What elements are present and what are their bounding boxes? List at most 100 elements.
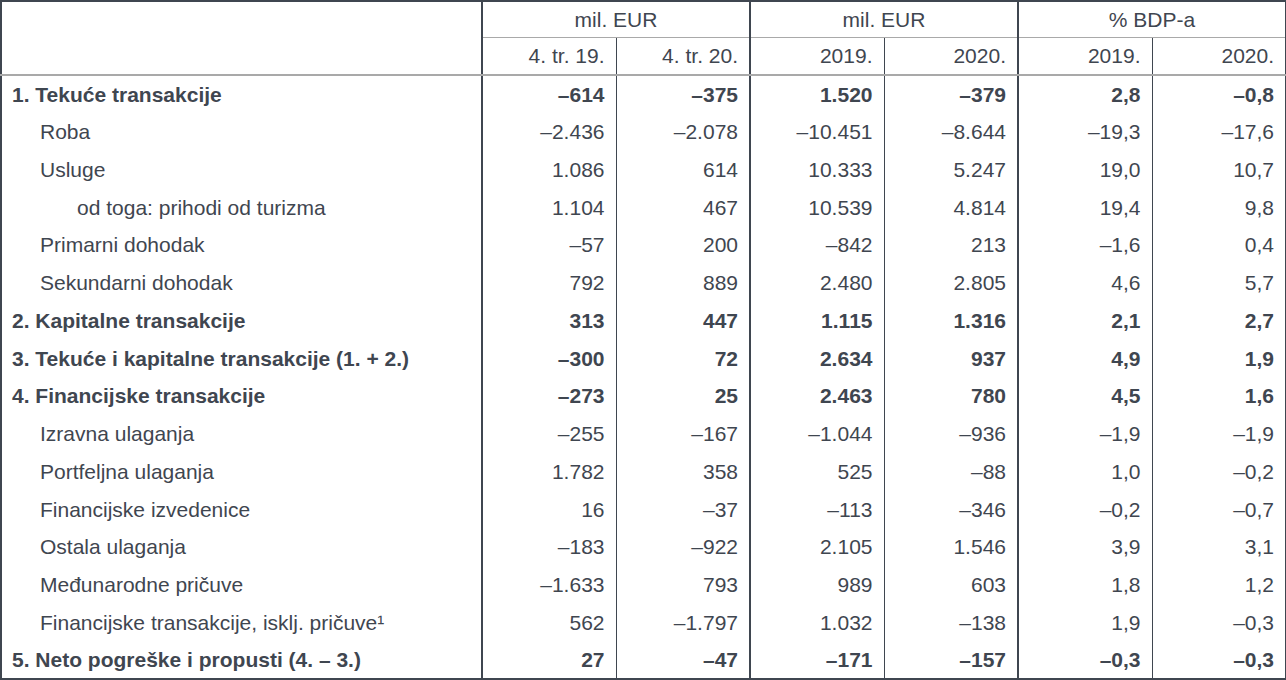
table-row: Ostala ulaganja–183–9222.1051.5463,93,1 — [1, 528, 1286, 566]
value-cell: 1.546 — [884, 528, 1018, 566]
value-cell: –300 — [482, 339, 616, 377]
value-cell: –138 — [884, 604, 1018, 642]
value-cell: 10.333 — [750, 151, 884, 189]
value-cell: 16 — [482, 490, 616, 528]
value-cell: 9,8 — [1152, 188, 1286, 226]
table-row: Financijske izvedenice16–37–113–346–0,2–… — [1, 490, 1286, 528]
value-cell: –171 — [750, 641, 884, 679]
value-cell: 10.539 — [750, 188, 884, 226]
table-row: Usluge1.08661410.3335.24719,010,7 — [1, 151, 1286, 189]
table-row: Sekundarni dohodak7928892.4802.8054,65,7 — [1, 264, 1286, 302]
value-cell: 1.104 — [482, 188, 616, 226]
row-label: Ostala ulaganja — [1, 528, 482, 566]
value-cell: 2.463 — [750, 377, 884, 415]
value-cell: –273 — [482, 377, 616, 415]
value-cell: 2,8 — [1018, 75, 1152, 113]
value-cell: –19,3 — [1018, 113, 1152, 151]
row-label: Financijske izvedenice — [1, 490, 482, 528]
value-cell: –183 — [482, 528, 616, 566]
column-group-mil-eur-quarterly: mil. EUR — [482, 1, 750, 37]
value-cell: 72 — [616, 339, 750, 377]
value-cell: 1.115 — [750, 302, 884, 340]
table-row: Primarni dohodak–57200–842213–1,60,4 — [1, 226, 1286, 264]
value-cell: –167 — [616, 415, 750, 453]
value-cell: 3,9 — [1018, 528, 1152, 566]
value-cell: 1.032 — [750, 604, 884, 642]
header-group-row: mil. EUR mil. EUR % BDP-a — [1, 1, 1286, 37]
value-cell: –614 — [482, 75, 616, 113]
value-cell: 1,9 — [1018, 604, 1152, 642]
value-cell: –375 — [616, 75, 750, 113]
value-cell: 1,0 — [1018, 453, 1152, 491]
value-cell: 2.480 — [750, 264, 884, 302]
value-cell: –157 — [884, 641, 1018, 679]
value-cell: 1,9 — [1152, 339, 1286, 377]
value-cell: –842 — [750, 226, 884, 264]
table-row: Izravna ulaganja–255–167–1.044–936–1,9–1… — [1, 415, 1286, 453]
value-cell: –1.797 — [616, 604, 750, 642]
row-label: Roba — [1, 113, 482, 151]
row-label: Usluge — [1, 151, 482, 189]
value-cell: 1.316 — [884, 302, 1018, 340]
value-cell: 1.782 — [482, 453, 616, 491]
value-cell: 603 — [884, 566, 1018, 604]
value-cell: 0,4 — [1152, 226, 1286, 264]
value-cell: 1,6 — [1152, 377, 1286, 415]
value-cell: –0,3 — [1152, 641, 1286, 679]
value-cell: –8.644 — [884, 113, 1018, 151]
value-cell: 2.105 — [750, 528, 884, 566]
value-cell: –37 — [616, 490, 750, 528]
value-cell: –1.633 — [482, 566, 616, 604]
column-group-mil-eur-annual: mil. EUR — [750, 1, 1018, 37]
value-cell: 25 — [616, 377, 750, 415]
table-row: 1. Tekuće transakcije–614–3751.520–3792,… — [1, 75, 1286, 113]
value-cell: –0,2 — [1152, 453, 1286, 491]
row-label: 1. Tekuće transakcije — [1, 75, 482, 113]
value-cell: 19,4 — [1018, 188, 1152, 226]
value-cell: –936 — [884, 415, 1018, 453]
value-cell: 889 — [616, 264, 750, 302]
value-cell: 313 — [482, 302, 616, 340]
value-cell: –1,9 — [1152, 415, 1286, 453]
value-cell: 10,7 — [1152, 151, 1286, 189]
value-cell: 793 — [616, 566, 750, 604]
column-header-2020-pct: 2020. — [1152, 37, 1286, 75]
table-row: Međunarodne pričuve–1.6337939896031,81,2 — [1, 566, 1286, 604]
value-cell: 358 — [616, 453, 750, 491]
column-header-2019-eur: 2019. — [750, 37, 884, 75]
column-header-2020-eur: 2020. — [884, 37, 1018, 75]
value-cell: 4.814 — [884, 188, 1018, 226]
row-label: 5. Neto pogreške i propusti (4. – 3.) — [1, 641, 482, 679]
value-cell: –113 — [750, 490, 884, 528]
value-cell: 989 — [750, 566, 884, 604]
value-cell: –0,2 — [1018, 490, 1152, 528]
value-cell: 2,1 — [1018, 302, 1152, 340]
value-cell: –1.044 — [750, 415, 884, 453]
value-cell: 200 — [616, 226, 750, 264]
row-label: 4. Financijske transakcije — [1, 377, 482, 415]
value-cell: –1,6 — [1018, 226, 1152, 264]
table-row: Portfeljna ulaganja1.782358525–881,0–0,2 — [1, 453, 1286, 491]
value-cell: 1.086 — [482, 151, 616, 189]
row-label: Financijske transakcije, isklj. pričuve¹ — [1, 604, 482, 642]
table-row: 4. Financijske transakcije–273252.463780… — [1, 377, 1286, 415]
row-label: Portfeljna ulaganja — [1, 453, 482, 491]
value-cell: 2,7 — [1152, 302, 1286, 340]
table-row: 3. Tekuće i kapitalne transakcije (1. + … — [1, 339, 1286, 377]
table-row: 2. Kapitalne transakcije3134471.1151.316… — [1, 302, 1286, 340]
value-cell: –255 — [482, 415, 616, 453]
row-label: Sekundarni dohodak — [1, 264, 482, 302]
value-cell: –0,8 — [1152, 75, 1286, 113]
value-cell: –1,9 — [1018, 415, 1152, 453]
value-cell: 27 — [482, 641, 616, 679]
value-cell: –47 — [616, 641, 750, 679]
value-cell: 467 — [616, 188, 750, 226]
value-cell: 213 — [884, 226, 1018, 264]
value-cell: –0,3 — [1152, 604, 1286, 642]
value-cell: 4,6 — [1018, 264, 1152, 302]
table-row: od toga: prihodi od turizma1.10446710.53… — [1, 188, 1286, 226]
value-cell: 5,7 — [1152, 264, 1286, 302]
value-cell: 4,5 — [1018, 377, 1152, 415]
value-cell: –922 — [616, 528, 750, 566]
value-cell: –2.078 — [616, 113, 750, 151]
